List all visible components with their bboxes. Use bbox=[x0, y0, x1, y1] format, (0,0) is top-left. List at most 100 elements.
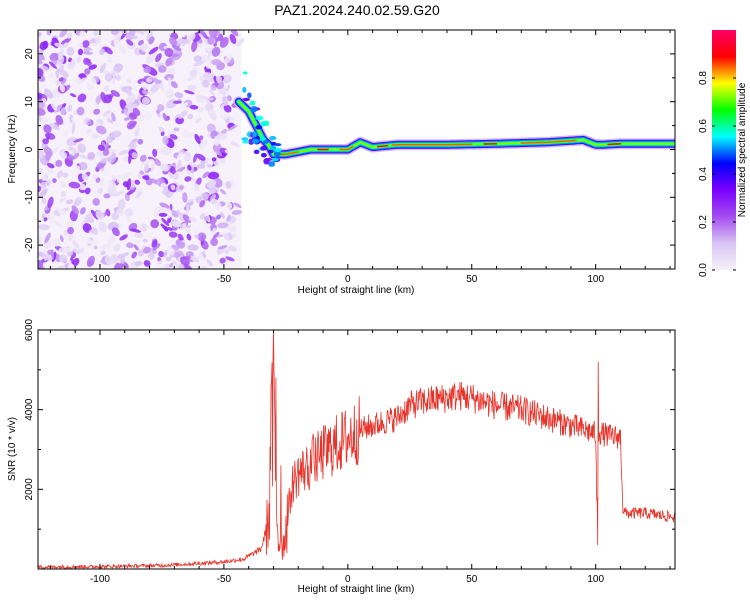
noise-blob bbox=[68, 233, 74, 242]
noise-blob bbox=[45, 211, 55, 221]
colorbar: 0.0 0.2 0.4 0.6 0.8 Normalized spectral ampl… bbox=[698, 30, 748, 277]
noise-blob bbox=[171, 44, 182, 52]
noise-blob bbox=[107, 56, 113, 63]
noise-blob bbox=[211, 198, 222, 209]
noise-blob bbox=[159, 82, 164, 92]
noise-blob bbox=[196, 163, 206, 169]
noise-blob bbox=[87, 120, 94, 126]
noise-blob bbox=[130, 228, 142, 233]
noise-blob bbox=[110, 90, 121, 97]
noise-blob bbox=[95, 36, 102, 45]
noise-blob bbox=[167, 227, 173, 231]
onset-blob bbox=[247, 92, 252, 99]
noise-blob bbox=[94, 102, 100, 110]
noise-blob bbox=[77, 48, 84, 56]
noise-blob bbox=[102, 149, 110, 156]
noise-blob bbox=[182, 223, 186, 228]
spectrogram-y-label: Frequency (Hz) bbox=[7, 115, 18, 184]
noise-blob bbox=[217, 245, 228, 250]
noise-blob bbox=[165, 57, 173, 67]
noise-blob bbox=[189, 255, 200, 263]
noise-blob bbox=[184, 152, 192, 162]
noise-blob bbox=[168, 231, 178, 238]
x-tick-label: 0 bbox=[345, 574, 351, 585]
noise-blob bbox=[41, 197, 47, 204]
noise-blob bbox=[52, 146, 60, 153]
noise-blob bbox=[180, 256, 190, 267]
noise-blob bbox=[71, 117, 79, 123]
noise-blob bbox=[207, 171, 220, 180]
onset-blob bbox=[255, 115, 264, 121]
noise-blob bbox=[160, 223, 169, 232]
noise-blob bbox=[198, 135, 204, 141]
noise-blob bbox=[78, 183, 86, 191]
noise-blob bbox=[148, 36, 155, 45]
noise-blob bbox=[91, 189, 99, 196]
noise-blob bbox=[38, 149, 45, 160]
snr-x-label: Height of straight line (km) bbox=[298, 584, 415, 595]
onset-blob bbox=[242, 71, 248, 75]
noise-blob bbox=[178, 110, 188, 119]
noise-blob bbox=[50, 266, 56, 269]
noise-blob bbox=[93, 108, 101, 115]
noise-blob bbox=[50, 100, 58, 111]
noise-blob bbox=[160, 183, 167, 187]
noise-blob bbox=[67, 226, 74, 235]
noise-blob bbox=[137, 163, 145, 169]
ridge-hot-core bbox=[520, 139, 577, 144]
onset-blob bbox=[265, 157, 273, 161]
noise-blob bbox=[42, 138, 49, 145]
ridge-hot-core bbox=[280, 151, 299, 155]
x-tick-label: 100 bbox=[587, 574, 604, 585]
noise-blob bbox=[43, 217, 48, 222]
noise-blob bbox=[158, 186, 164, 192]
noise-blob bbox=[174, 92, 184, 99]
noise-blob bbox=[218, 90, 227, 95]
noise-blob bbox=[149, 53, 157, 58]
noise-blob bbox=[217, 124, 223, 130]
noise-blob bbox=[189, 104, 199, 110]
noise-blob bbox=[182, 192, 188, 203]
onset-blob bbox=[242, 97, 251, 102]
noise-blob bbox=[62, 172, 69, 178]
noise-blob bbox=[73, 138, 84, 143]
noise-blob bbox=[169, 134, 178, 140]
noise-blob bbox=[58, 197, 66, 203]
onset-blob bbox=[269, 145, 277, 151]
noise-blob bbox=[194, 133, 201, 145]
noise-blob bbox=[226, 214, 231, 222]
noise-blob bbox=[193, 60, 205, 67]
noise-blob bbox=[176, 152, 184, 159]
noise-blob bbox=[208, 186, 216, 195]
noise-blob bbox=[192, 166, 198, 172]
noise-blob bbox=[219, 112, 227, 120]
noise-blob bbox=[145, 231, 158, 240]
noise-blob bbox=[72, 87, 82, 96]
noise-blob bbox=[92, 174, 98, 180]
noise-blob bbox=[78, 43, 84, 48]
noise-blob bbox=[55, 67, 60, 79]
noise-blob bbox=[160, 163, 170, 172]
noise-blob bbox=[155, 178, 165, 186]
noise-blob bbox=[120, 130, 125, 136]
noise-blob bbox=[77, 143, 87, 153]
noise-blob bbox=[215, 75, 223, 83]
noise-blob bbox=[113, 243, 121, 252]
noise-blob bbox=[143, 111, 153, 120]
noise-blob bbox=[39, 41, 48, 51]
noise-blob bbox=[79, 154, 87, 160]
noise-blob bbox=[126, 120, 136, 130]
noise-blob bbox=[181, 129, 191, 139]
noise-blob bbox=[150, 219, 160, 229]
noise-blob bbox=[68, 57, 72, 63]
noise-blob bbox=[165, 87, 174, 96]
noise-blob bbox=[187, 84, 197, 92]
onset-blob bbox=[250, 105, 258, 113]
noise-blob bbox=[102, 110, 111, 117]
noise-blob bbox=[211, 227, 217, 236]
noise-blob bbox=[133, 85, 140, 94]
noise-blob bbox=[97, 144, 105, 151]
noise-blob bbox=[113, 63, 123, 73]
noise-blob bbox=[214, 149, 223, 157]
noise-blob bbox=[113, 262, 123, 269]
